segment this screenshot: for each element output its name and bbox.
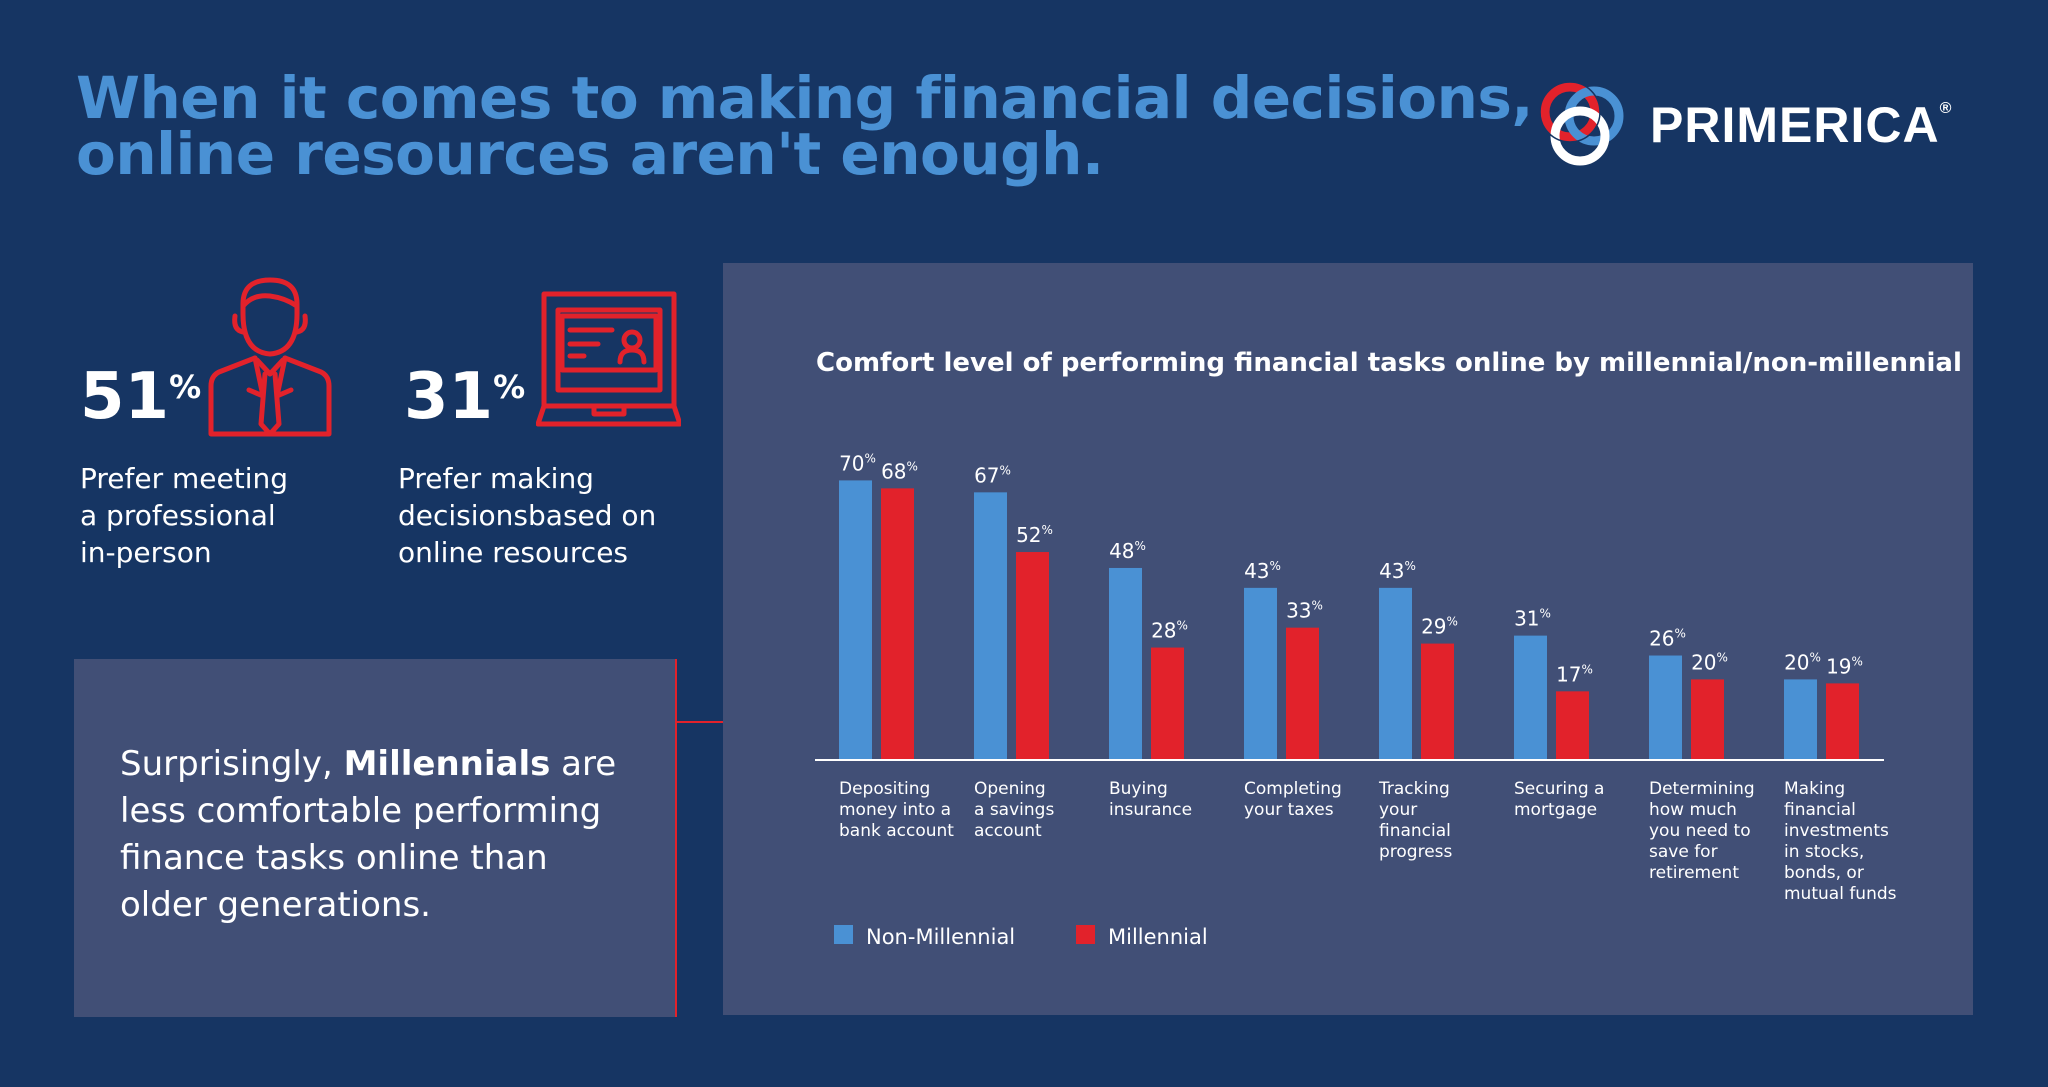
laptop-profile-icon: [536, 291, 681, 427]
stat-online-value: 31%: [404, 360, 525, 434]
data-label-millennial-5: 17%: [1556, 662, 1593, 686]
bar-non-millennial-3: [1244, 587, 1277, 759]
bar-chart: Comfort level of performing financial ta…: [815, 348, 1962, 949]
headline-line-2: online resources aren't enough.: [76, 120, 1104, 188]
category-label-5: Securing a mortgage: [1514, 779, 1604, 820]
callout-line-1: Surprisingly, Millennials are: [120, 741, 660, 788]
bar-millennial-3: [1286, 627, 1319, 759]
callout-emphasis: Millennials: [343, 744, 551, 784]
bar-millennial-1: [1016, 552, 1049, 759]
category-label-7: Making financial investments in stocks, bond…: [1784, 779, 1897, 904]
bar-non-millennial-0: [839, 480, 872, 759]
data-label-non-millennial-1: 67%: [974, 463, 1011, 487]
stat-online-label: Prefer making decisionsbased on online r…: [398, 460, 656, 571]
stat-online-line-3: online resources: [398, 536, 629, 569]
stat-in-person-number: 51: [80, 360, 170, 434]
stat-online-line-1: Prefer making: [398, 462, 594, 495]
data-label-millennial-7: 19%: [1826, 654, 1863, 678]
bar-non-millennial-1: [974, 492, 1007, 759]
stat-online-line-2: decisionsbased on: [398, 499, 657, 532]
data-label-millennial-2: 28%: [1151, 619, 1188, 643]
bar-millennial-6: [1691, 679, 1724, 759]
bar-non-millennial-4: [1379, 587, 1412, 759]
data-label-non-millennial-3: 43%: [1244, 559, 1281, 583]
data-label-millennial-0: 68%: [881, 459, 918, 483]
bar-non-millennial-2: [1109, 567, 1142, 759]
callout-line-3: finance tasks online than: [120, 838, 548, 878]
data-label-non-millennial-5: 31%: [1514, 607, 1551, 631]
stat-in-person-unit: %: [169, 368, 202, 406]
callout-line-2: less comfortable performing: [120, 791, 602, 831]
data-label-millennial-4: 29%: [1421, 615, 1458, 639]
data-label-non-millennial-4: 43%: [1379, 559, 1416, 583]
bar-millennial-0: [881, 488, 914, 759]
legend-label-non-millennial: Non-Millennial: [866, 925, 1015, 949]
callout-line-4: older generations.: [120, 885, 431, 925]
callout-line-1-end: are: [550, 744, 617, 784]
data-label-non-millennial-7: 20%: [1784, 650, 1821, 674]
category-label-0: Depositing money into a bank account: [839, 779, 954, 841]
callout-text: Surprisingly, Millennials are less comfo…: [120, 741, 660, 929]
logo-wordmark: PRIMERICA®: [1650, 96, 1952, 154]
stat-in-person-line-3: in-person: [80, 536, 212, 569]
logo-word-text: PRIMERICA: [1650, 97, 1940, 153]
bar-non-millennial-6: [1649, 655, 1682, 759]
registered-mark: ®: [1939, 100, 1953, 117]
data-label-non-millennial-6: 26%: [1649, 627, 1686, 651]
data-label-non-millennial-2: 48%: [1109, 539, 1146, 563]
data-label-millennial-3: 33%: [1286, 599, 1323, 623]
data-label-millennial-6: 20%: [1691, 650, 1728, 674]
bar-millennial-5: [1556, 691, 1589, 759]
legend-swatch-millennial: [1076, 925, 1095, 944]
businessman-icon: [208, 277, 332, 437]
stat-online-unit: %: [493, 368, 526, 406]
stat-in-person-label: Prefer meeting a professional in-person: [80, 460, 288, 571]
bar-millennial-7: [1826, 683, 1859, 759]
callout-lead: Surprisingly,: [120, 744, 344, 784]
connector-horizontal-low: [676, 721, 754, 723]
bar-non-millennial-5: [1514, 635, 1547, 759]
interlocking-rings-icon: [1539, 81, 1624, 166]
chart-title: Comfort level of performing financial ta…: [816, 348, 1962, 378]
legend-swatch-non-millennial: [834, 925, 853, 944]
stat-in-person-line-2: a professional: [80, 499, 276, 532]
connector-vertical-left: [675, 659, 677, 1017]
stat-in-person-value: 51%: [80, 360, 201, 434]
bar-non-millennial-7: [1784, 679, 1817, 759]
category-label-6: Determining how much you need to save for re…: [1649, 779, 1755, 883]
millennials-callout: Surprisingly, Millennials are less comfo…: [74, 659, 676, 1017]
legend-label-millennial: Millennial: [1108, 925, 1208, 949]
primerica-logo: PRIMERICA®: [1534, 74, 1984, 174]
category-label-3: Completing your taxes: [1244, 779, 1342, 820]
data-label-non-millennial-0: 70%: [839, 451, 876, 475]
chart-panel: Comfort level of performing financial ta…: [723, 263, 1973, 1015]
bar-millennial-4: [1421, 643, 1454, 759]
data-label-millennial-1: 52%: [1016, 523, 1053, 547]
headline-line-1: When it comes to making financial decisi…: [76, 64, 1533, 132]
headline: When it comes to making financial decisi…: [76, 64, 1533, 188]
stat-online-number: 31: [404, 360, 494, 434]
stat-in-person-line-1: Prefer meeting: [80, 462, 289, 495]
bar-millennial-2: [1151, 647, 1184, 759]
category-label-2: Buying insurance: [1109, 779, 1192, 820]
category-label-1: Opening a savings account: [974, 779, 1054, 841]
category-label-4: Tracking your financial progress: [1378, 779, 1453, 862]
